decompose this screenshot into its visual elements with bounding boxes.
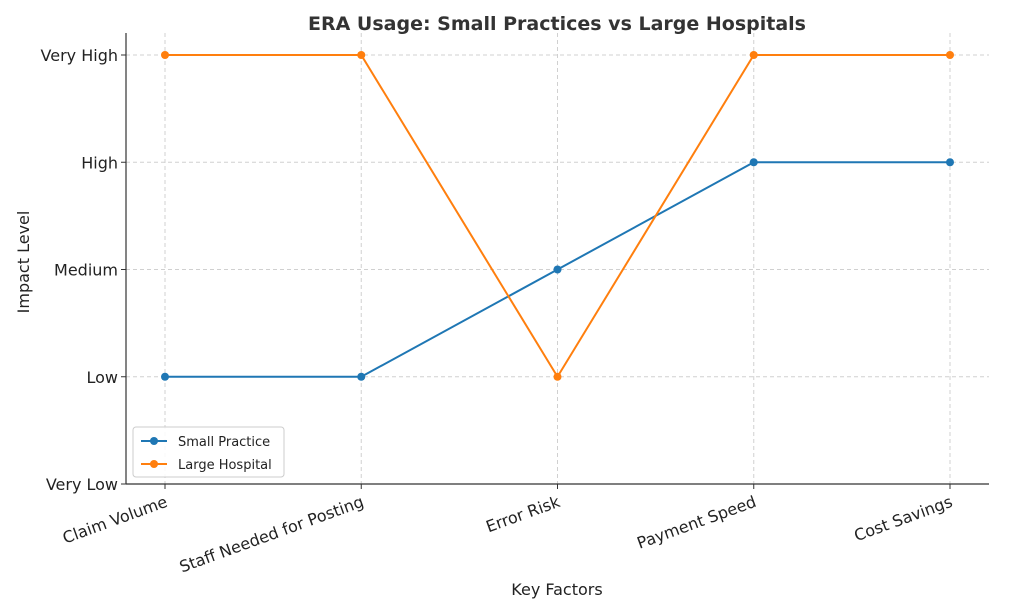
x-axis-title: Key Factors bbox=[511, 580, 602, 599]
legend-label: Small Practice bbox=[178, 435, 270, 450]
x-tick-label: Cost Savings bbox=[851, 492, 954, 545]
x-tick-label: Error Risk bbox=[483, 492, 563, 537]
data-point bbox=[553, 372, 562, 381]
data-point bbox=[946, 158, 954, 167]
legend-box bbox=[132, 426, 285, 478]
y-tick-label: Low bbox=[86, 368, 118, 387]
y-tick-label: Medium bbox=[54, 261, 118, 280]
data-point bbox=[749, 51, 758, 59]
data-point bbox=[357, 51, 366, 59]
chart-title: ERA Usage: Small Practices vs Large Hosp… bbox=[308, 13, 806, 35]
x-axis-ticks: Claim Volume Staff Needed for Posting Erro… bbox=[60, 484, 955, 576]
data-point bbox=[161, 372, 169, 381]
grid bbox=[126, 33, 989, 485]
legend: Small Practice Large Hospital bbox=[132, 426, 285, 478]
x-tick-label: Claim Volume bbox=[60, 492, 170, 547]
x-tick-label: Payment Speed bbox=[634, 492, 758, 553]
y-axis-title: Impact Level bbox=[14, 211, 33, 314]
y-axis-ticks: Very Low Low Medium High Very High bbox=[41, 46, 126, 494]
x-tick-label: Staff Needed for Posting bbox=[177, 492, 366, 576]
y-tick-label: Very Low bbox=[46, 475, 118, 494]
data-point bbox=[161, 51, 169, 59]
data-point bbox=[946, 51, 954, 59]
series-layer bbox=[161, 51, 954, 381]
legend-marker bbox=[150, 437, 158, 445]
data-point bbox=[357, 372, 366, 381]
data-point bbox=[749, 158, 758, 167]
y-tick-label: High bbox=[81, 153, 118, 172]
legend-label: Large Hospital bbox=[178, 458, 272, 473]
data-point bbox=[553, 265, 562, 274]
y-tick-label: Very High bbox=[41, 46, 118, 65]
legend-marker bbox=[150, 460, 158, 468]
